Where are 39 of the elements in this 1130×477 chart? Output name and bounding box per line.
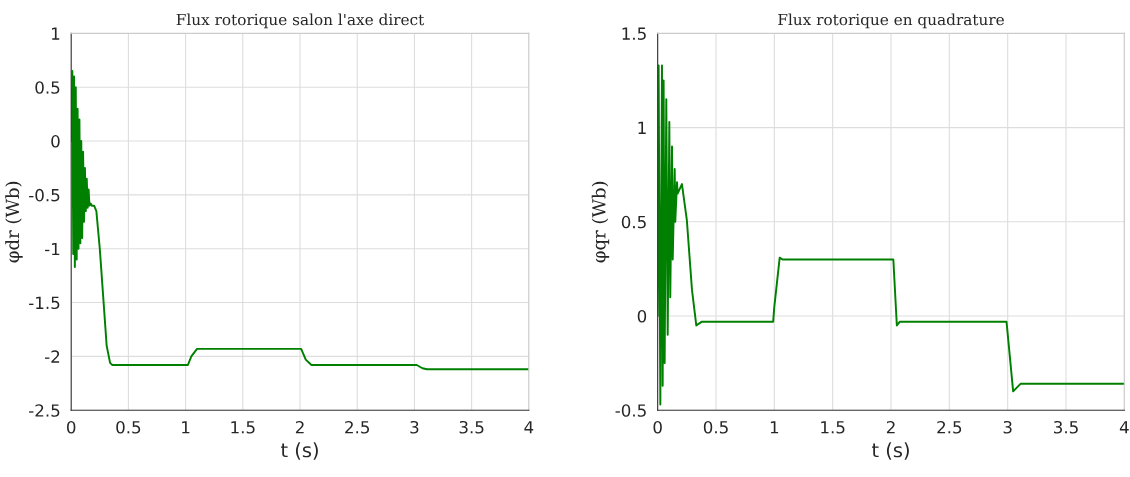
- x-tick-label: 1: [770, 421, 779, 434]
- x-tick-label: 2: [295, 420, 304, 434]
- y-tick-label: 0.5: [35, 81, 60, 94]
- chart-title: Flux rotorique salon l'axe direct: [176, 13, 425, 29]
- x-tick-label: 0.5: [703, 420, 728, 434]
- y-tick-label: -2: [44, 350, 60, 363]
- y-tick-label: 1: [638, 121, 646, 134]
- x-axis-title: t (s): [280, 442, 318, 460]
- x-tick-label: 1.5: [231, 421, 255, 434]
- line-series: [657, 64, 1125, 406]
- chart-title: Flux rotorique en quadrature: [778, 13, 1004, 29]
- y-tick-label: -0.5: [615, 404, 646, 417]
- y-tick-label: -0.5: [29, 188, 60, 202]
- y-tick-label: 1.5: [622, 27, 646, 40]
- x-tick-label: 2: [886, 420, 895, 434]
- x-tick-label: 2.5: [345, 420, 370, 434]
- x-axis-title: t (s): [871, 442, 909, 460]
- y-tick-label: -2.5: [29, 404, 60, 417]
- line-series: [71, 70, 529, 371]
- x-tick-label: 1.5: [821, 421, 845, 434]
- x-tick-label: 3: [1003, 420, 1012, 434]
- x-tick-label: 0: [66, 420, 76, 434]
- x-tick-label: 4: [1119, 421, 1129, 434]
- y-tick-label: 0: [637, 309, 647, 323]
- y-tick-label: -1.5: [29, 296, 60, 310]
- x-tick-label: 1: [182, 421, 190, 434]
- y-axis-title: φqr (Wb): [591, 181, 610, 263]
- x-tick-label: 3: [410, 420, 419, 434]
- y-tick-label: 0.5: [621, 215, 646, 229]
- x-tick-label: 3.5: [459, 420, 484, 434]
- x-tick-label: 0.5: [116, 420, 141, 434]
- x-tick-label: 0: [653, 420, 662, 434]
- x-tick-label: 3.5: [1054, 420, 1078, 434]
- y-tick-label: -1: [44, 242, 60, 256]
- x-tick-label: 2.5: [937, 420, 962, 434]
- y-axis-title: φdr (Wb): [5, 181, 23, 263]
- y-tick-label: 1: [52, 27, 60, 40]
- y-tick-label: 0: [51, 135, 60, 148]
- x-tick-label: 4: [524, 421, 534, 434]
